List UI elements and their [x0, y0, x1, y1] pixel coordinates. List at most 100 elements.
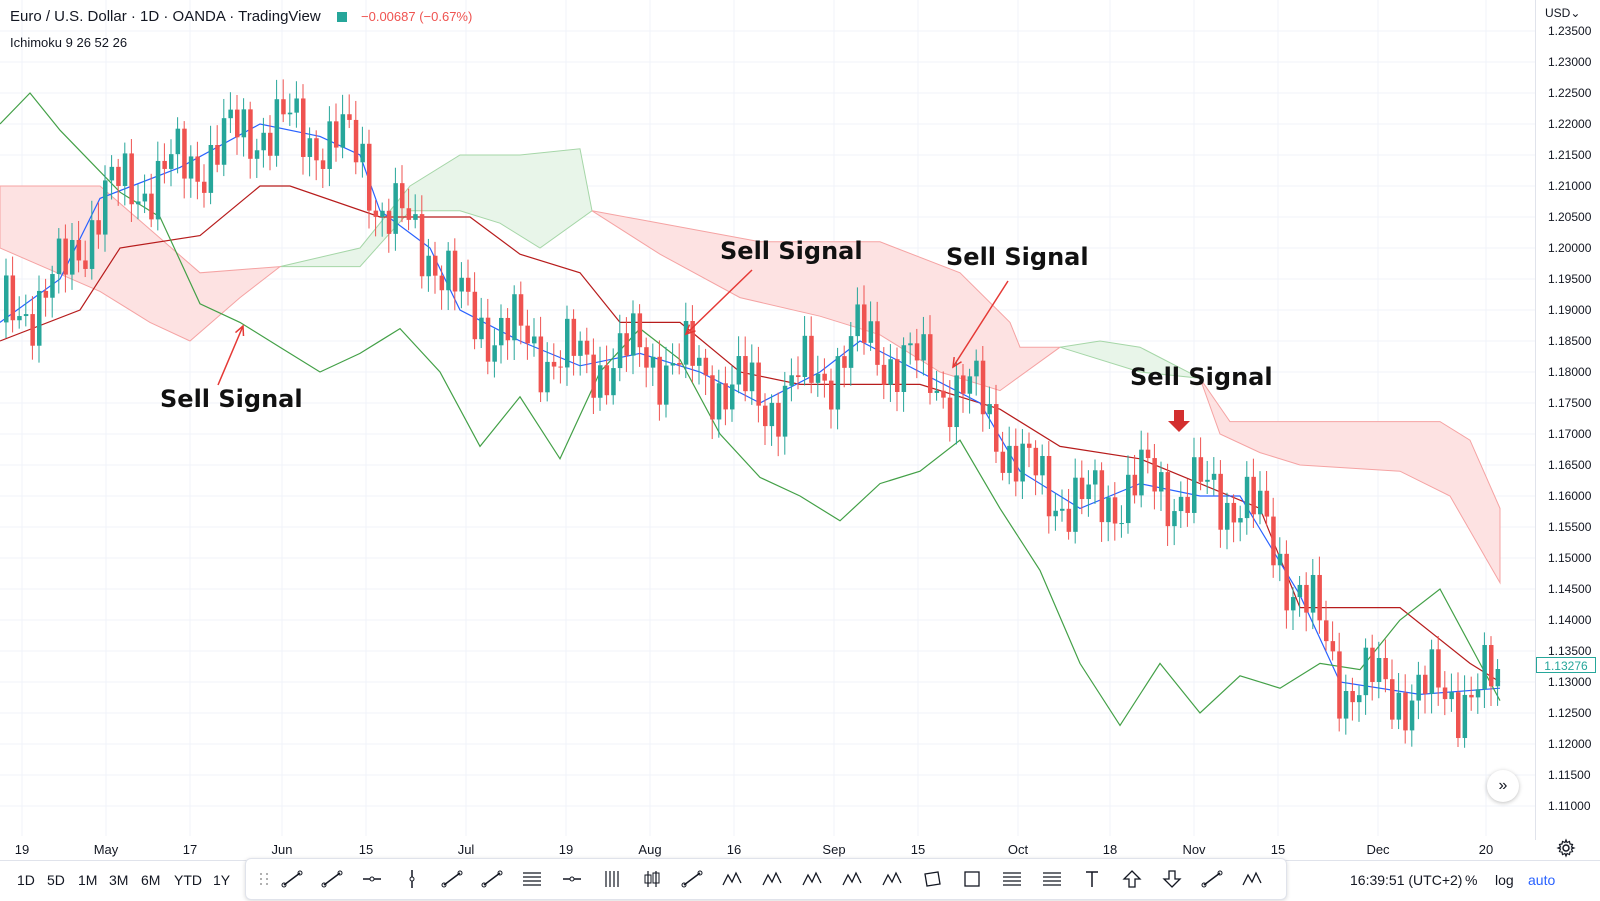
trend-channel-icon[interactable] [278, 865, 306, 893]
ichimoku-line [0, 92, 1501, 727]
candle [1053, 493, 1058, 531]
vertical-line-icon[interactable] [398, 865, 426, 893]
text-icon[interactable] [1078, 865, 1106, 893]
elliott-impulse-icon[interactable] [718, 865, 746, 893]
candle [1178, 481, 1184, 528]
candle [1205, 460, 1210, 495]
time-axis[interactable] [0, 836, 1535, 860]
indicator-legend[interactable]: Ichimoku 9 26 52 26 [10, 35, 128, 50]
candle [1489, 636, 1494, 707]
arrow-up-icon[interactable] [1118, 865, 1146, 893]
pitchfork-icon[interactable] [598, 865, 626, 893]
timeframe-ytd[interactable]: YTD [174, 872, 202, 888]
candles [4, 79, 1501, 748]
abcd-pattern-icon[interactable] [758, 865, 786, 893]
date-range-icon[interactable] [1038, 865, 1066, 893]
candle [116, 158, 121, 206]
candle [809, 316, 814, 394]
candle [70, 222, 75, 290]
scroll-to-realtime-button[interactable]: » [1487, 770, 1519, 802]
grip-icon[interactable] [250, 865, 278, 893]
candle [452, 238, 458, 311]
candle [842, 345, 847, 388]
candle [558, 350, 563, 384]
wxy-pattern-icon[interactable] [878, 865, 906, 893]
candle [1297, 575, 1303, 617]
horizontal-line-icon[interactable] [558, 865, 586, 893]
candle [1350, 677, 1355, 721]
price-tick: 1.21500 [1548, 148, 1592, 162]
polygon-icon[interactable] [918, 865, 946, 893]
price-tick: 1.11000 [1548, 799, 1591, 813]
price-range-icon[interactable] [998, 865, 1026, 893]
price-chart[interactable] [0, 0, 1535, 840]
candle [393, 167, 398, 251]
symbol-title[interactable]: Euro / U.S. Dollar · 1D · OANDA · Tradin… [10, 8, 321, 25]
candle [914, 328, 920, 379]
ichimoku-cloud [0, 148, 1501, 585]
auto-toggle[interactable]: auto [1528, 872, 1556, 888]
market-status-icon [336, 12, 347, 22]
candle [710, 365, 715, 440]
candle [1000, 431, 1006, 481]
candle [485, 298, 491, 375]
candle [776, 392, 781, 457]
clock[interactable]: 16:39:51 (UTC+2) [1350, 872, 1463, 888]
candle [1383, 639, 1388, 693]
time-tick: Sep [822, 842, 846, 857]
candle [1093, 459, 1098, 504]
chart-header: Euro / U.S. Dollar · 1D · OANDA · Tradin… [10, 8, 472, 25]
fib-retracement-icon[interactable] [518, 865, 546, 893]
candle [188, 145, 194, 198]
timeframe-1y[interactable]: 1Y [213, 872, 231, 888]
ray-icon[interactable] [318, 865, 346, 893]
settings-gear-icon[interactable] [1556, 838, 1576, 858]
candle [518, 281, 524, 345]
trendline-icon[interactable] [438, 865, 466, 893]
log-toggle[interactable]: log [1495, 872, 1514, 888]
currency-selector[interactable]: USD⌄ [1545, 6, 1581, 20]
candle [1475, 673, 1481, 714]
candle [1066, 488, 1072, 540]
sell-signal-label-4: Sell Signal [1130, 363, 1273, 391]
candle [1106, 485, 1111, 542]
time-tick: 15 [358, 842, 374, 857]
candle [987, 386, 992, 429]
candle [1363, 638, 1369, 715]
gann-fan-icon[interactable] [678, 865, 706, 893]
arrow-marker-icon[interactable] [1198, 865, 1226, 893]
time-tick: Jun [271, 842, 293, 857]
candle [400, 165, 405, 223]
rectangle-icon[interactable] [958, 865, 986, 893]
candle [908, 332, 913, 365]
candle [749, 344, 755, 405]
timeframe-3m[interactable]: 3M [109, 872, 129, 888]
elliott-correction-icon[interactable] [798, 865, 826, 893]
time-tick: May [93, 842, 119, 857]
timeframe-5d[interactable]: 5D [47, 872, 65, 888]
timeframe-1d[interactable]: 1D [17, 872, 35, 888]
price-tick: 1.22000 [1548, 117, 1592, 131]
horizontal-ray-icon[interactable] [358, 865, 386, 893]
long-short-icon[interactable] [638, 865, 666, 893]
sell-marker-icon [1168, 410, 1190, 432]
percent-toggle[interactable]: % [1465, 872, 1478, 888]
arrow-down-icon[interactable] [1158, 865, 1186, 893]
candle [532, 318, 537, 357]
chart-area[interactable] [0, 0, 1535, 840]
candle [274, 79, 280, 167]
candle [347, 94, 352, 129]
timeframe-1m[interactable]: 1M [78, 872, 98, 888]
candle [466, 259, 471, 306]
candle [30, 296, 35, 360]
timeframe-6m[interactable]: 6M [141, 872, 161, 888]
head-shoulders-icon[interactable] [1238, 865, 1266, 893]
candle [815, 355, 821, 397]
xabcd-pattern-icon[interactable] [838, 865, 866, 893]
candle [551, 343, 557, 380]
candle [1165, 463, 1171, 546]
price-axis[interactable] [1535, 0, 1600, 840]
candle [631, 300, 636, 375]
line-icon[interactable] [478, 865, 506, 893]
candle [928, 315, 933, 405]
